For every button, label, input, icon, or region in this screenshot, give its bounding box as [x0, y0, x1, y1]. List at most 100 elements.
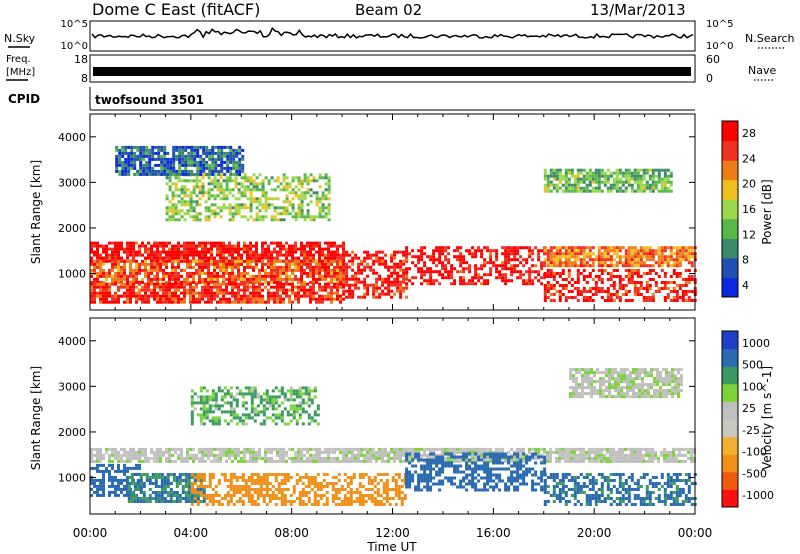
heatmap-cell: [306, 259, 309, 263]
heatmap-cell: [243, 250, 246, 254]
heatmap-cell: [270, 459, 273, 463]
heatmap-cell: [237, 241, 240, 245]
heatmap-cell: [132, 268, 135, 272]
heatmap-cell: [193, 497, 197, 500]
heatmap-cell: [624, 186, 628, 190]
heatmap-cell: [204, 447, 207, 451]
heatmap-cell: [225, 188, 229, 192]
heatmap-cell: [273, 300, 276, 304]
heatmap-cell: [133, 488, 137, 491]
heatmap-cell: [459, 252, 463, 256]
heatmap-cell: [600, 255, 604, 259]
heatmap-cell: [612, 447, 615, 451]
heatmap-cell: [115, 148, 119, 152]
heatmap-cell: [228, 244, 231, 248]
heatmap-cell: [570, 189, 574, 193]
heatmap-cell: [174, 297, 177, 301]
heatmap-cell: [624, 293, 628, 296]
heatmap-cell: [543, 189, 547, 193]
heatmap-cell: [300, 194, 304, 198]
heatmap-cell: [447, 246, 451, 250]
heatmap-cell: [151, 157, 155, 161]
heatmap-cell: [552, 183, 556, 187]
heatmap-cell: [117, 244, 120, 248]
heatmap-cell: [186, 188, 190, 192]
heatmap-cell: [231, 212, 235, 216]
heatmap-cell: [187, 497, 191, 500]
heatmap-cell: [588, 252, 592, 256]
heatmap-cell: [597, 447, 600, 451]
heatmap-cell: [399, 268, 403, 272]
heatmap-cell: [309, 274, 312, 278]
heatmap-cell: [207, 265, 210, 269]
heatmap-cell: [438, 273, 442, 277]
heatmap-cell: [567, 264, 571, 268]
heatmap-cell: [327, 459, 330, 463]
heatmap-cell: [105, 282, 108, 286]
heatmap-cell: [172, 145, 176, 149]
heatmap-cell: [225, 197, 229, 201]
heatmap-cell: [564, 174, 568, 178]
heatmap-cell: [471, 279, 475, 283]
heatmap-cell: [135, 450, 138, 454]
heatmap-cell: [609, 189, 613, 193]
heatmap-cell: [211, 166, 215, 170]
heatmap-cell: [546, 258, 550, 262]
heatmap-cell: [160, 160, 164, 164]
heatmap-cell: [211, 151, 215, 155]
heatmap-cell: [633, 168, 637, 172]
heatmap-cell: [348, 459, 351, 463]
heatmap-cell: [171, 459, 174, 463]
heatmap-cell: [207, 277, 210, 281]
heatmap-cell: [558, 296, 562, 299]
heatmap-cell: [258, 285, 261, 289]
heatmap-cell: [193, 476, 197, 479]
heatmap-cell: [126, 244, 129, 248]
heatmap-cell: [396, 277, 400, 281]
heatmap-cell: [196, 503, 200, 506]
heatmap-cell: [312, 241, 315, 245]
heatmap-cell: [387, 459, 390, 463]
heatmap-cell: [342, 250, 346, 254]
heatmap-cell: [234, 265, 237, 269]
heatmap-cell: [219, 241, 222, 245]
heatmap-cell: [570, 168, 574, 172]
y-tick-label: 4000: [58, 131, 86, 144]
heatmap-cell: [639, 180, 643, 184]
heatmap-cell: [465, 282, 469, 286]
heatmap-cell: [588, 272, 592, 275]
heatmap-cell: [450, 450, 453, 454]
heatmap-cell: [276, 300, 279, 304]
heatmap-cell: [138, 291, 141, 295]
heatmap-cell: [174, 250, 177, 254]
heatmap-cell: [225, 291, 228, 295]
heatmap-cell: [117, 280, 120, 284]
heatmap-cell: [148, 476, 152, 479]
heatmap-cell: [144, 282, 147, 286]
heatmap-cell: [219, 259, 222, 263]
heatmap-cell: [669, 189, 673, 193]
heatmap-cell: [223, 145, 227, 149]
heatmap-cell: [630, 246, 634, 250]
heatmap-cell: [402, 250, 406, 254]
heatmap-cell: [208, 500, 212, 503]
heatmap-cell: [543, 258, 547, 262]
heatmap-cell: [114, 469, 117, 473]
heatmap-cell: [642, 453, 645, 457]
heatmap-cell: [216, 300, 219, 304]
heatmap-cell: [330, 456, 333, 460]
heatmap-cell: [330, 280, 333, 284]
heatmap-cell: [216, 456, 219, 460]
heatmap-cell: [114, 487, 117, 491]
heatmap-cell: [195, 179, 199, 183]
heatmap-cell: [196, 172, 200, 176]
heatmap-cell: [159, 244, 162, 248]
heatmap-cell: [630, 252, 634, 256]
heatmap-cell: [420, 276, 424, 280]
heatmap-cell: [633, 246, 637, 250]
heatmap-cell: [285, 200, 289, 204]
heatmap-cell: [690, 252, 694, 256]
heatmap-cell: [148, 172, 152, 176]
heatmap-cell: [621, 278, 625, 281]
heatmap-cell: [339, 256, 342, 260]
